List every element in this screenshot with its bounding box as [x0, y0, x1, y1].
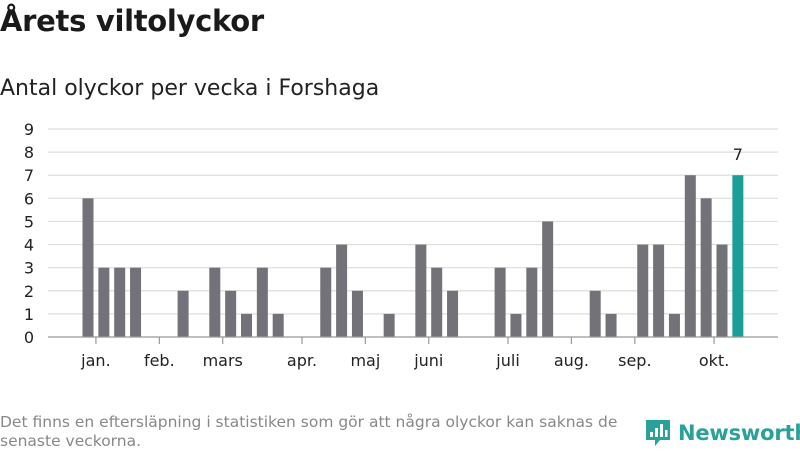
bar: [716, 244, 728, 337]
bar-chart-icon: [646, 420, 670, 446]
bar: [494, 267, 506, 337]
x-tick-label: okt.: [699, 351, 729, 370]
bar: [256, 267, 268, 337]
y-tick-label: 1: [24, 305, 34, 324]
x-tick-label: maj: [350, 351, 380, 370]
bar: [82, 198, 94, 337]
bar: [209, 267, 221, 337]
footnote: Det finns en eftersläpning i statistiken…: [0, 413, 618, 450]
bar: [415, 244, 427, 337]
page-title: Årets viltolyckor: [0, 4, 264, 38]
chart-subtitle: Antal olyckor per vecka i Forshaga: [0, 76, 380, 101]
x-tick-label: mars: [203, 351, 243, 370]
data-label: 7: [733, 145, 743, 164]
bar: [589, 290, 601, 337]
y-tick-label: 7: [24, 166, 34, 185]
bar-highlight: [732, 175, 744, 337]
bar: [130, 267, 142, 337]
y-tick-label: 0: [24, 328, 34, 347]
y-tick-label: 5: [24, 212, 34, 231]
x-tick-label: apr.: [287, 351, 317, 370]
bar: [668, 313, 680, 337]
bar: [447, 290, 459, 337]
x-tick-label: feb.: [144, 351, 175, 370]
x-tick-label: juli: [495, 351, 519, 370]
x-tick-label: aug.: [554, 351, 589, 370]
bar: [320, 267, 332, 337]
y-tick-label: 3: [24, 259, 34, 278]
bar: [98, 267, 110, 337]
bar: [431, 267, 443, 337]
bar: [700, 198, 712, 337]
bar: [241, 313, 252, 337]
brand-name: Newsworthy: [678, 421, 800, 445]
y-tick-label: 6: [24, 189, 34, 208]
bar: [526, 267, 538, 337]
x-tick-label: sep.: [618, 351, 651, 370]
bar: [653, 244, 665, 337]
x-tick-label: juni: [413, 351, 443, 370]
bar: [684, 175, 696, 337]
bar: [605, 313, 617, 337]
bar: [336, 244, 348, 337]
x-tick-label: jan.: [80, 351, 110, 370]
bar: [383, 313, 395, 337]
bar: [114, 267, 126, 337]
bar: [637, 244, 649, 337]
y-tick-label: 2: [24, 282, 34, 301]
bar: [542, 221, 554, 337]
y-tick-label: 9: [24, 120, 34, 139]
bar: [272, 313, 284, 337]
bar: [177, 290, 189, 337]
y-tick-label: 4: [24, 236, 34, 255]
bar: [510, 313, 522, 337]
y-tick-label: 8: [24, 143, 34, 162]
bar: [351, 290, 363, 337]
brand-logo[interactable]: Newsworthy: [644, 418, 800, 448]
bar: [225, 290, 237, 337]
bar-chart: 0 1 2 3 4 5 6 7 8 9 7 jan. feb. mars apr. maj juni juli au…: [24, 120, 778, 370]
